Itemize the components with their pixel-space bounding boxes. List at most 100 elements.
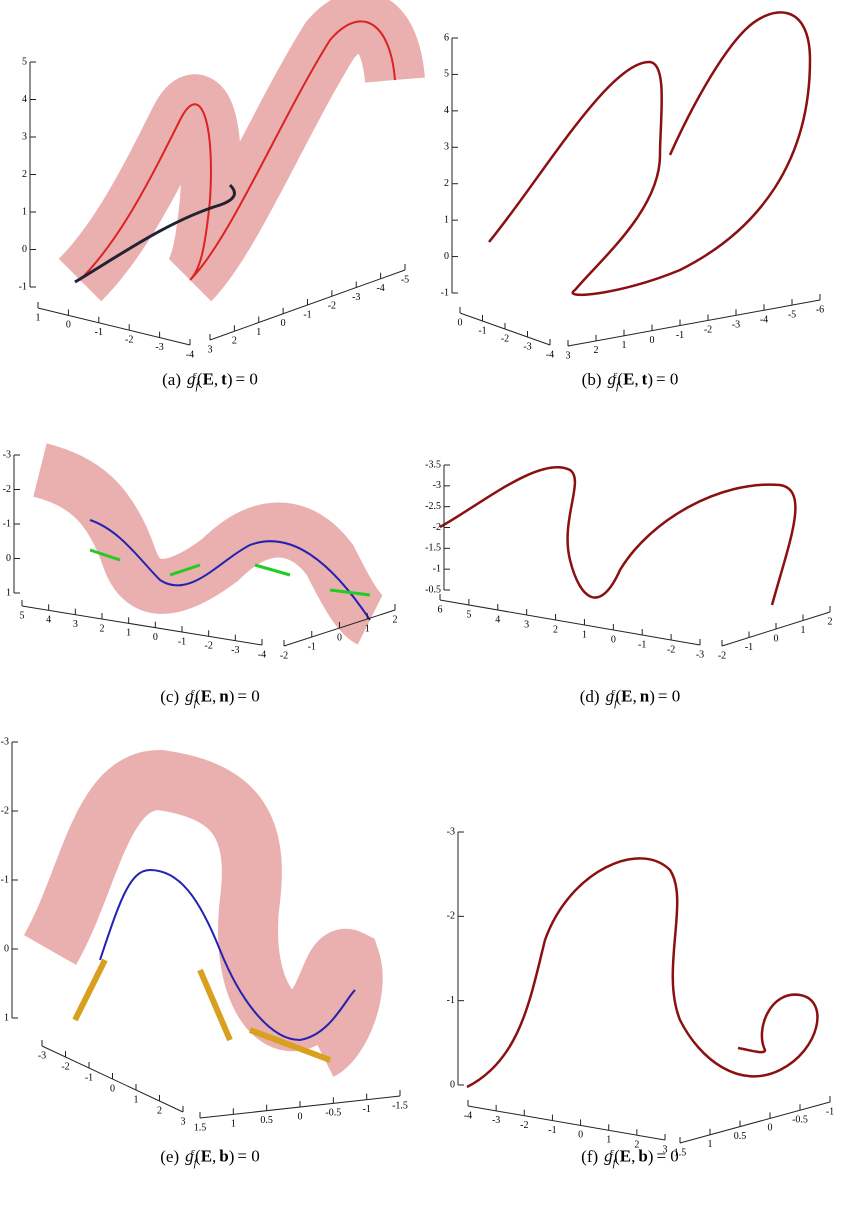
caption-vec: t [221,370,227,389]
caption-tag: (b) [582,370,602,389]
tick-label: 4 [495,614,500,625]
tick-label: -0.5 [325,1108,341,1119]
tick-label: -1 [19,281,27,292]
tick-label: 0 [298,1111,303,1122]
tick-label: -5 [788,309,796,320]
tick-label: 5 [20,610,25,621]
tick-label: 1 [444,214,449,225]
tick-label: 4 [22,94,27,105]
tick-label: 1 [231,1119,236,1130]
tick-label: 1 [256,327,261,338]
caption-rhs: = 0 [658,687,680,706]
tick-label: -1 [362,1104,370,1115]
caption-rhs: = 0 [656,1147,678,1166]
caption-rhs: = 0 [237,1147,259,1166]
caption-vec: b [219,1147,228,1166]
caption-e: E [203,370,214,389]
caption-close: ) [227,370,233,389]
tick-label: -2.5 [425,501,441,512]
caption-comma: , [214,370,218,389]
tick-label: -2 [204,641,212,652]
tick-label: 1 [582,629,587,640]
tick-label: -4 [376,283,384,294]
caption: (a)gfε(E,t)= 0 [0,369,420,392]
tick-label: 1 [6,587,11,598]
tick-label: -1 [441,287,449,298]
tick-label: 2 [157,1105,162,1116]
tick-label: 0.5 [734,1131,747,1142]
tick-label: 5 [466,609,471,620]
tick-label: -0.5 [425,584,441,595]
caption-close: ) [229,1147,235,1166]
tick-label: 0 [650,335,655,346]
tick-label: -2 [328,301,336,312]
tick-label: -4 [258,649,266,660]
caption: (d)gfε(E,n)= 0 [420,686,840,709]
tick-label: -3 [433,480,441,491]
tick-label: 4 [444,105,449,116]
tick-label: 0 [578,1130,583,1141]
tick-label: -4 [186,349,194,360]
tick-label: 1 [126,628,131,639]
caption-vec: n [640,687,649,706]
tick-label: -1 [745,642,753,653]
tick-label: -3 [352,292,360,303]
tick-label: -2 [667,644,675,655]
caption-e: E [201,1147,212,1166]
tick-label: 1 [4,1012,9,1023]
tick-label: -0.5 [792,1114,808,1125]
tick-label: -1.5 [392,1100,408,1111]
tick-label: 2 [828,616,833,627]
tick-label: 3 [22,131,27,142]
tick-label: 3 [566,350,571,361]
tick-label: -2 [61,1061,69,1072]
caption-comma: , [212,687,216,706]
caption-vec: n [219,687,228,706]
tick-label: 2 [553,624,558,635]
tick-label: 1.5 [194,1122,207,1133]
tick-label: 0 [66,320,71,331]
tick-label: -1 [178,636,186,647]
tick-label: 0 [110,1083,115,1094]
caption-rhs: = 0 [656,370,678,389]
tick-label: -1 [826,1106,834,1117]
caption-comma: , [633,687,637,706]
curve-a [75,21,395,282]
caption-tag: (a) [162,370,181,389]
tick-label: -2 [447,911,455,922]
tick-label: 0 [450,1079,455,1090]
tick-label: -2 [3,484,11,495]
tick-label: -6 [816,304,824,315]
tick-label: 6 [438,604,443,615]
caption: (e)gfε(E,b)= 0 [0,1146,420,1169]
tick-label: 0 [337,632,342,643]
caption-e: E [201,687,212,706]
curve-e [50,780,355,1060]
tick-label: -3 [696,649,704,660]
tick-label: 5 [22,56,27,67]
tick-label: 1 [801,625,806,636]
caption-tag: (d) [580,687,600,706]
tick-label: 2 [594,345,599,356]
tick-label: 1 [606,1135,611,1146]
caption: (c)gfε(E,n)= 0 [0,686,420,709]
tick-label: 5 [444,69,449,80]
tick-label: -1.5 [425,543,441,554]
tick-label: 3 [181,1116,186,1127]
tick-label: 0 [768,1123,773,1134]
curve-b [489,12,810,294]
caption-close: ) [229,687,235,706]
tick-label: -3 [732,320,740,331]
caption-tag: (c) [160,687,179,706]
tick-label: -2 [433,522,441,533]
tick-label: 2 [100,623,105,634]
caption-close: ) [647,370,653,389]
tick-label: 3 [208,344,213,355]
tick-label: 4 [46,615,51,626]
tick-label: -2 [520,1120,528,1131]
caption-tag: (e) [160,1147,179,1166]
tick-label: 0 [153,632,158,643]
tick-label: -1 [3,518,11,529]
caption-e: E [620,1147,631,1166]
tick-label: 0 [6,553,11,564]
